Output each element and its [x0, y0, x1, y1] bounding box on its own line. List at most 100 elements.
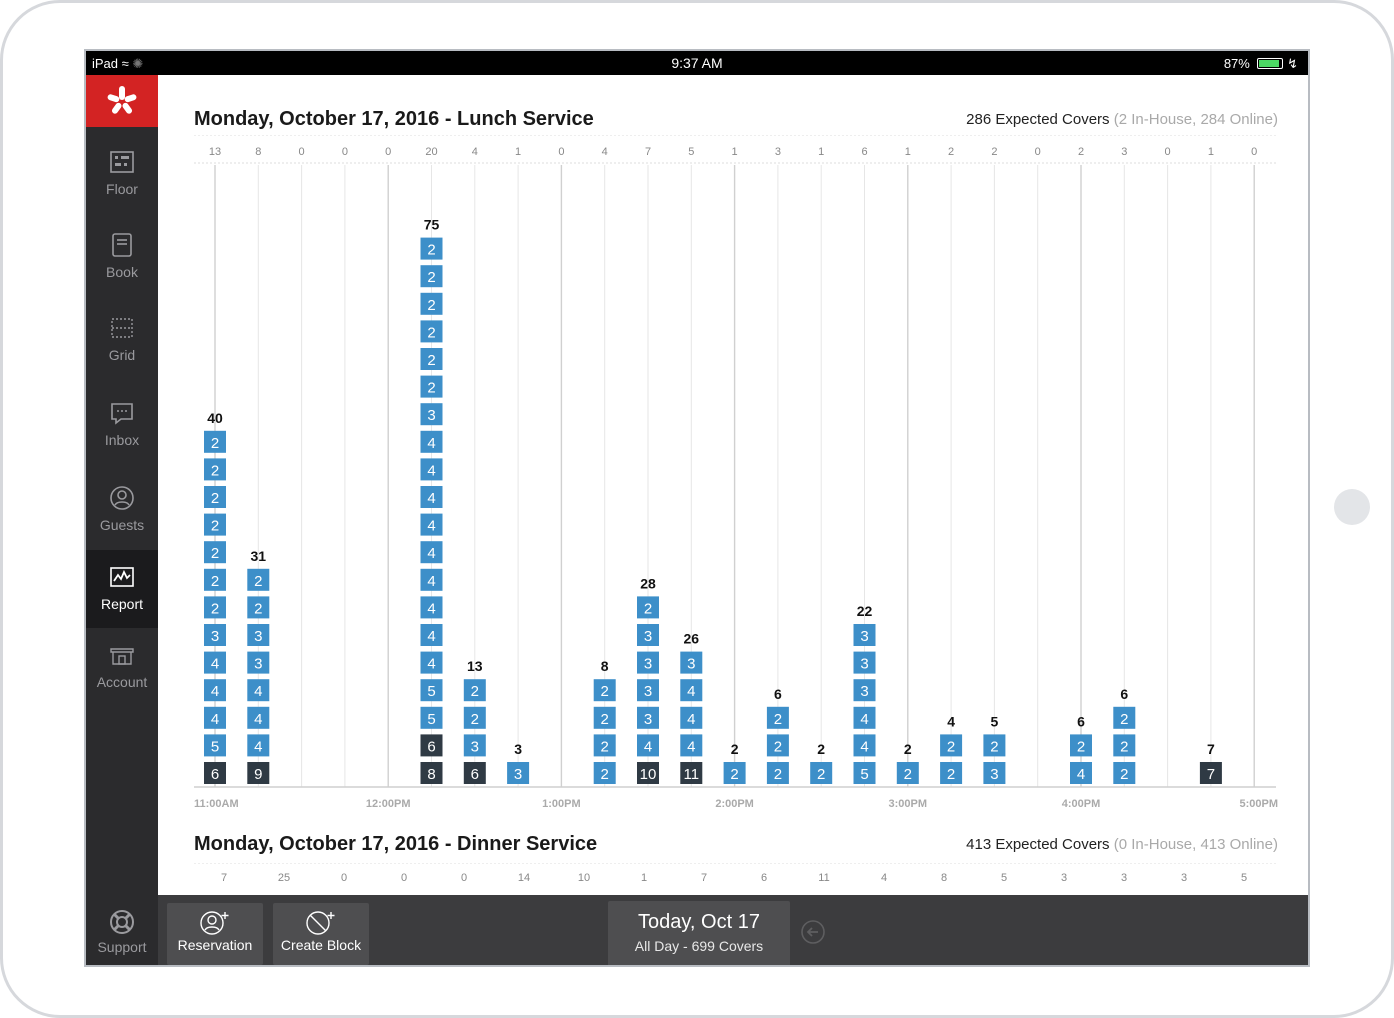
- party-box: [593, 762, 616, 784]
- party-box: [766, 734, 789, 757]
- dinner-slot-count: 25: [278, 872, 290, 884]
- slot-total-label: 8: [601, 658, 609, 674]
- party-box: [680, 679, 703, 702]
- party-size-label: 4: [427, 656, 435, 673]
- party-size-label: 3: [687, 656, 695, 673]
- party-box: [810, 762, 833, 784]
- party-box: [637, 624, 659, 646]
- dinner-count-strip: 7 25 0 0 0 14 10 1 7 6 11 4 8 5 3 3 3 5: [194, 863, 1276, 884]
- back-to-today-icon[interactable]: [800, 919, 826, 945]
- create-block-button[interactable]: Create Block: [273, 903, 369, 965]
- party-box: [247, 624, 270, 646]
- dinner-slot-count: 0: [401, 872, 407, 884]
- nav-report[interactable]: Report: [86, 550, 158, 628]
- nav-floor-label: Floor: [106, 181, 138, 197]
- slot-count: 5: [688, 146, 694, 158]
- charging-icon: ↯: [1287, 56, 1298, 71]
- party-size-label: 3: [644, 683, 652, 700]
- party-box: [420, 237, 443, 260]
- status-left: iPad ≈ ✺: [92, 56, 143, 72]
- party-size-label: 3: [211, 628, 219, 645]
- party-size-label: 2: [774, 738, 782, 755]
- seated-party-box: [420, 734, 443, 757]
- party-size-label: 3: [254, 628, 262, 645]
- party-box: [247, 706, 270, 729]
- party-size-label: 2: [1120, 766, 1128, 783]
- party-size-label: 3: [514, 766, 522, 783]
- party-box: [204, 651, 226, 674]
- party-box: [637, 651, 659, 674]
- party-size-label: 2: [990, 738, 998, 755]
- dinner-slot-count: 4: [881, 872, 887, 884]
- party-box: [204, 624, 226, 646]
- nav-guests[interactable]: Guests: [86, 471, 158, 549]
- slot-total-label: 6: [1077, 713, 1085, 729]
- party-box: [204, 486, 226, 508]
- nav-inbox[interactable]: Inbox: [86, 386, 158, 464]
- dinner-slot-count: 0: [341, 872, 347, 884]
- party-box: [204, 596, 226, 619]
- party-size-label: 3: [860, 628, 868, 645]
- nav-grid[interactable]: Grid: [86, 301, 158, 379]
- slot-count: 0: [1165, 146, 1171, 158]
- dinner-slot-count: 5: [1001, 872, 1007, 884]
- party-size-label: 2: [211, 573, 219, 590]
- wifi-icon: ≈: [121, 56, 129, 71]
- slot-count: 3: [1121, 146, 1127, 158]
- slot-total-label: 40: [207, 410, 223, 426]
- slot-total-label: 2: [731, 741, 739, 757]
- party-size-label: 4: [254, 738, 262, 755]
- dinner-slot-count: 0: [461, 872, 467, 884]
- party-size-label: 4: [427, 490, 435, 507]
- party-box: [853, 706, 876, 729]
- nav-floor[interactable]: Floor: [86, 135, 158, 213]
- x-tick-label: 1:00PM: [542, 798, 581, 810]
- slot-count: 1: [905, 146, 911, 158]
- party-box: [637, 734, 659, 757]
- party-size-label: 2: [1077, 738, 1085, 755]
- party-box: [420, 348, 443, 370]
- slot-total-label: 75: [424, 217, 440, 233]
- yelp-logo[interactable]: [86, 75, 158, 127]
- grid-icon: [111, 318, 133, 338]
- party-box: [420, 430, 443, 453]
- party-box: [940, 734, 963, 757]
- party-size-label: 2: [211, 490, 219, 507]
- party-size-label: 4: [254, 711, 262, 728]
- nav-support[interactable]: Support: [86, 895, 158, 965]
- party-size-label: 2: [211, 518, 219, 535]
- party-size-label: 2: [254, 600, 262, 617]
- party-size-label: 3: [644, 656, 652, 673]
- home-button[interactable]: [1334, 489, 1370, 525]
- party-size-label: 4: [427, 573, 435, 590]
- seated-party-box: [420, 762, 443, 784]
- party-box: [247, 596, 270, 619]
- nav-account[interactable]: Account: [86, 628, 158, 706]
- nav-book[interactable]: Book: [86, 218, 158, 296]
- report-icon: [110, 567, 134, 587]
- slot-count: 0: [1251, 146, 1257, 158]
- lunch-title: Monday, October 17, 2016 - Lunch Service: [194, 108, 594, 130]
- party-box: [463, 679, 486, 702]
- party-size-label: 4: [860, 711, 868, 728]
- slot-count: 2: [948, 146, 954, 158]
- slot-total-label: 3: [514, 741, 522, 757]
- party-box: [853, 734, 876, 757]
- slot-total-label: 2: [817, 741, 825, 757]
- party-size-label: 2: [601, 683, 609, 700]
- party-size-label: 2: [427, 297, 435, 314]
- party-box: [247, 679, 270, 702]
- nav-report-label: Report: [100, 596, 144, 612]
- party-box: [420, 486, 443, 508]
- status-bar: iPad ≈ ✺ 9:37 AM 87% ↯: [86, 51, 1308, 75]
- sidebar: Floor Book Grid Inbox Guests Report Acco…: [86, 75, 158, 965]
- party-box: [593, 679, 616, 702]
- date-picker-button[interactable]: Today, Oct 17 All Day - 699 Covers: [608, 901, 790, 965]
- reservation-button[interactable]: Reservation: [167, 903, 263, 965]
- party-size-label: 2: [211, 545, 219, 562]
- party-size-label: 4: [211, 656, 219, 673]
- party-box: [463, 706, 486, 729]
- party-size-label: 4: [211, 711, 219, 728]
- party-box: [1070, 762, 1092, 784]
- party-size-label: 4: [687, 683, 695, 700]
